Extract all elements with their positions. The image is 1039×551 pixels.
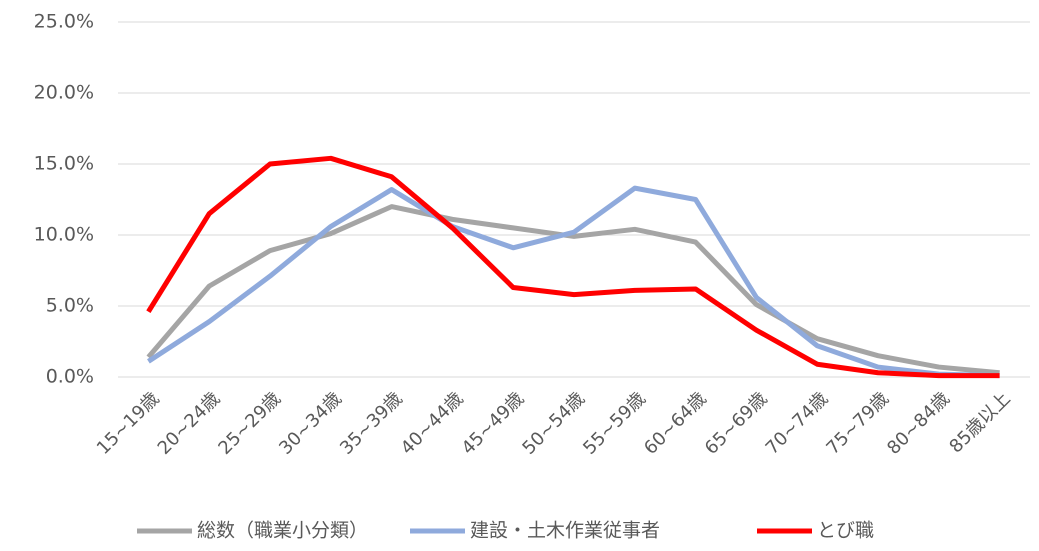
y-tick-label: 5.0% — [46, 295, 94, 317]
x-tick-label: 60~64歳 — [640, 388, 711, 459]
x-tick-label: 70~74歳 — [762, 388, 833, 459]
y-tick-label: 0.0% — [46, 366, 94, 388]
series-line — [147, 185, 1000, 379]
y-tick-label: 10.0% — [34, 224, 94, 246]
legend-label: 総数（職業小分類） — [197, 520, 368, 542]
x-tick-label: 75~79歳 — [822, 388, 893, 459]
legend-label: とび職 — [817, 520, 874, 542]
x-tick-label: 85歳以上 — [945, 388, 1014, 457]
x-tick-label: 45~49歳 — [458, 388, 529, 459]
x-tick-label: 20~24歳 — [154, 388, 225, 459]
series-line — [146, 155, 1000, 379]
x-tick-label: 80~84歳 — [883, 388, 954, 459]
y-tick-label: 20.0% — [34, 82, 94, 104]
x-tick-label: 25~29歳 — [214, 388, 285, 459]
x-tick-label: 50~54歳 — [518, 388, 589, 459]
legend-label: 建設・土木作業従事者 — [470, 520, 660, 542]
x-tick-label: 55~59歳 — [579, 388, 650, 459]
series-line — [146, 204, 1000, 376]
x-tick-label: 30~34歳 — [275, 388, 346, 459]
y-tick-label: 15.0% — [34, 153, 94, 175]
y-tick-label: 25.0% — [34, 11, 94, 33]
x-tick-label: 15~19歳 — [93, 388, 164, 459]
x-tick-label: 40~44歳 — [397, 388, 468, 459]
x-tick-label: 35~39歳 — [336, 388, 407, 459]
x-tick-label: 65~69歳 — [701, 388, 772, 459]
